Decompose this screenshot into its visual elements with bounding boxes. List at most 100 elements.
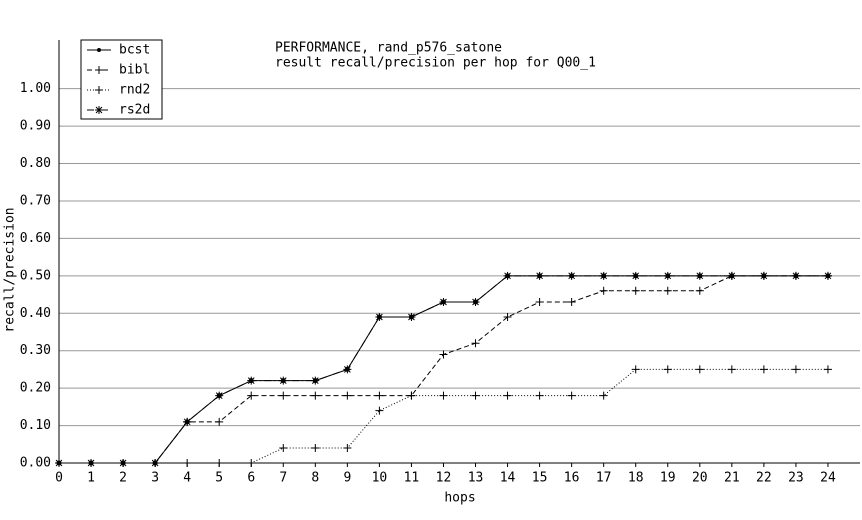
point <box>247 376 256 385</box>
chart-title: PERFORMANCE, rand_p576_satone <box>275 41 502 56</box>
point <box>215 459 224 467</box>
point <box>663 286 672 295</box>
point <box>503 313 512 322</box>
point <box>279 391 288 400</box>
point <box>471 391 480 400</box>
point <box>439 298 448 307</box>
point <box>663 271 672 280</box>
x-tick-label: 5 <box>215 471 223 486</box>
x-tick-label: 3 <box>151 471 159 486</box>
point <box>471 339 480 348</box>
legend-label: rs2d <box>119 103 150 118</box>
point <box>695 365 704 374</box>
point <box>343 391 352 400</box>
legend-marker <box>95 66 103 74</box>
y-axis-label: recall/precision <box>3 207 18 332</box>
x-tick-label: 9 <box>343 471 351 486</box>
point <box>535 271 544 280</box>
point <box>279 444 288 453</box>
y-tick-label: 0.50 <box>20 268 51 283</box>
y-tick-label: 0.00 <box>20 456 51 471</box>
y-tick-label: 0.40 <box>20 306 51 321</box>
point <box>375 391 384 400</box>
point <box>55 459 63 467</box>
point <box>439 391 448 400</box>
y-tick-label: 0.80 <box>20 156 51 171</box>
point <box>343 365 352 374</box>
point <box>375 313 384 322</box>
legend-label: bibl <box>119 63 150 78</box>
point <box>183 459 192 467</box>
point <box>183 417 192 426</box>
point <box>311 391 320 400</box>
point <box>311 376 320 385</box>
point <box>567 391 576 400</box>
point <box>343 444 352 453</box>
point <box>695 286 704 295</box>
x-tick-label: 19 <box>660 471 676 486</box>
point <box>279 376 288 385</box>
x-tick-label: 2 <box>119 471 127 486</box>
x-tick-label: 13 <box>468 471 484 486</box>
x-tick-label: 21 <box>724 471 740 486</box>
point <box>535 298 544 307</box>
x-tick-label: 23 <box>788 471 804 486</box>
point <box>599 271 608 280</box>
x-tick-label: 10 <box>372 471 388 486</box>
point <box>759 365 768 374</box>
legend-label: bcst <box>119 43 150 58</box>
x-tick-label: 14 <box>500 471 516 486</box>
chart-subtitle: result recall/precision per hop for Q00_… <box>275 56 596 71</box>
x-tick-label: 11 <box>404 471 420 486</box>
point <box>567 298 576 307</box>
point <box>535 391 544 400</box>
point <box>503 391 512 400</box>
point <box>87 459 96 467</box>
point <box>631 271 640 280</box>
point <box>663 365 672 374</box>
point <box>407 313 416 322</box>
x-tick-label: 24 <box>820 471 836 486</box>
y-tick-label: 0.90 <box>20 119 51 134</box>
x-tick-label: 15 <box>532 471 548 486</box>
point <box>695 271 704 280</box>
point <box>247 459 256 467</box>
y-tick-label: 0.30 <box>20 343 51 358</box>
point <box>471 298 480 307</box>
y-tick-label: 0.70 <box>20 193 51 208</box>
point <box>439 350 448 359</box>
point <box>503 271 512 280</box>
x-tick-label: 12 <box>436 471 452 486</box>
legend-box <box>80 39 163 120</box>
x-tick-label: 4 <box>183 471 191 486</box>
point <box>791 365 800 374</box>
x-tick-label: 6 <box>247 471 255 486</box>
x-tick-label: 1 <box>87 471 95 486</box>
x-tick-label: 7 <box>279 471 287 486</box>
point <box>727 365 736 374</box>
point <box>567 271 576 280</box>
point <box>375 406 384 415</box>
x-tick-label: 18 <box>628 471 644 486</box>
legend-marker <box>97 48 101 52</box>
x-tick-label: 0 <box>55 471 63 486</box>
point <box>727 271 736 280</box>
point <box>215 417 224 426</box>
point <box>119 459 128 467</box>
legend-label: rnd2 <box>119 83 150 98</box>
point <box>791 271 800 280</box>
point <box>215 391 224 400</box>
y-tick-label: 0.60 <box>20 231 51 246</box>
x-tick-label: 17 <box>596 471 612 486</box>
point <box>759 271 768 280</box>
x-axis-label: hops <box>444 491 475 506</box>
point <box>151 459 160 467</box>
point <box>599 391 608 400</box>
point <box>407 391 416 400</box>
point <box>823 271 832 280</box>
y-tick-label: 0.10 <box>20 418 51 433</box>
x-tick-label: 8 <box>311 471 319 486</box>
point <box>631 286 640 295</box>
